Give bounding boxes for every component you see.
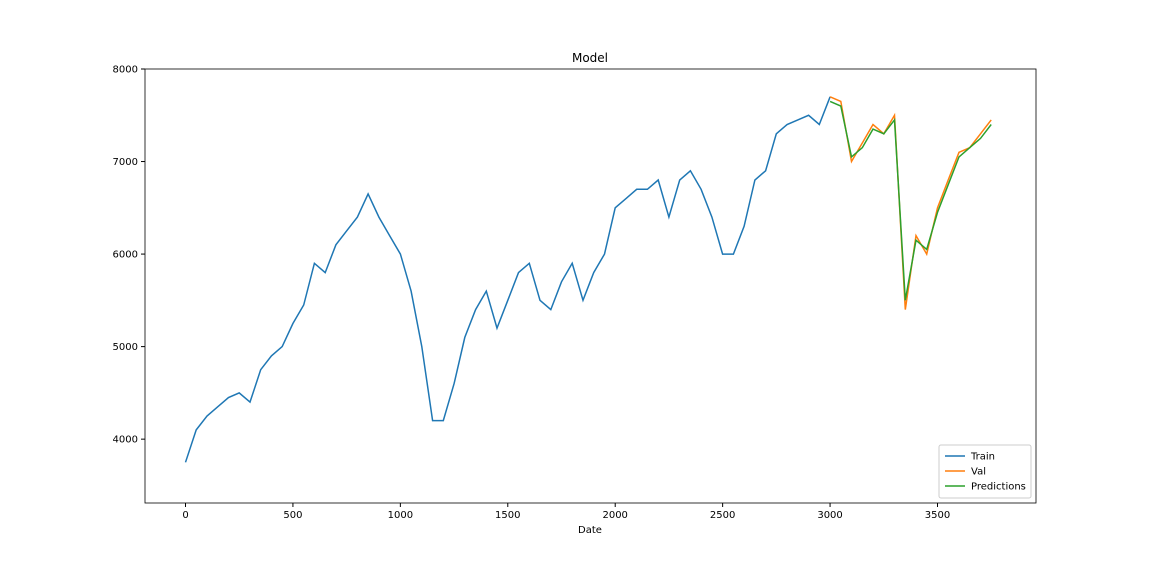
- x-tick-label: 500: [283, 510, 302, 521]
- x-tick-label: 1500: [495, 510, 520, 521]
- series-line: [829, 100, 992, 301]
- x-tick-label: 2000: [602, 510, 627, 521]
- legend-label: Predictions: [971, 482, 1026, 493]
- series-line: [184, 96, 831, 463]
- x-tick-label: 0: [182, 510, 188, 521]
- x-axis-label: Date: [578, 525, 602, 536]
- chart-title: Model: [572, 51, 608, 65]
- y-tick-label: 6000: [113, 250, 138, 261]
- legend: Train Val Predictions: [938, 444, 1032, 499]
- x-tick-label: 3000: [817, 510, 842, 521]
- legend-label: Val: [971, 467, 986, 478]
- x-tick-label: 2500: [710, 510, 735, 521]
- legend-label: Train: [970, 452, 995, 463]
- y-tick-label: 8000: [113, 65, 138, 76]
- series-line: [829, 96, 992, 310]
- y-tick-label: 4000: [113, 435, 138, 446]
- legend-box: [938, 444, 1032, 499]
- x-tick-label: 1000: [388, 510, 413, 521]
- y-tick-label: 7000: [113, 157, 138, 168]
- x-tick-label: 3500: [925, 510, 950, 521]
- plot-frame: [144, 68, 1037, 504]
- y-tick-label: 5000: [113, 342, 138, 353]
